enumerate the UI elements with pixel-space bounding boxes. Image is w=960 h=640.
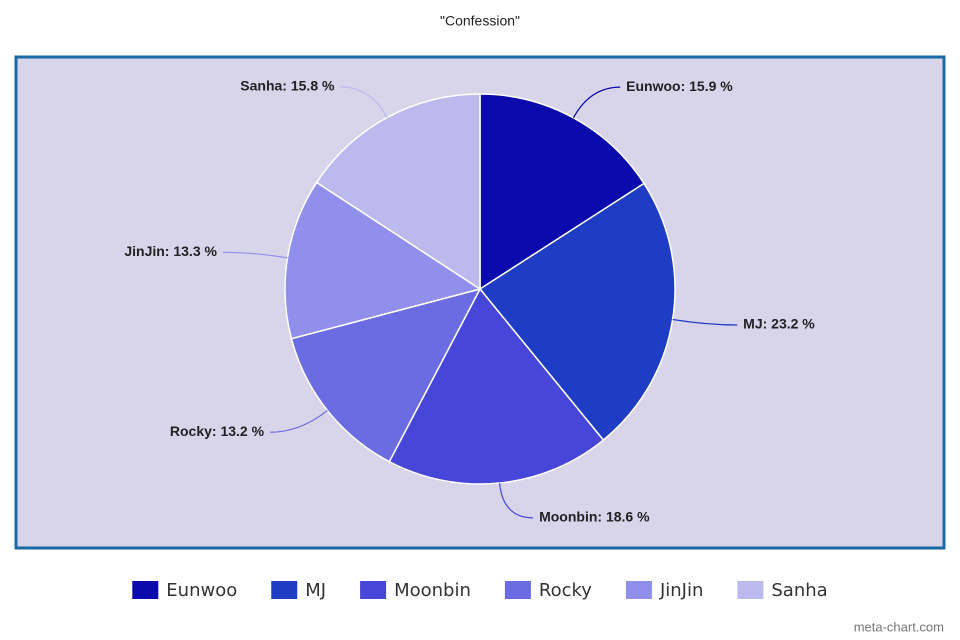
data-label: Rocky: 13.2 % [170,423,265,439]
legend-swatch [625,581,652,599]
legend-swatch [271,581,298,599]
legend-label: Eunwoo [166,580,237,601]
leader-line [572,86,621,119]
pie-slice [284,181,482,340]
legend-swatch [504,581,531,599]
data-label: MJ: 23.2 % [743,316,815,332]
chart-title: "Confession" [440,13,520,29]
legend-label: Moonbin [394,580,471,601]
watermark: meta-chart.com [854,619,944,634]
data-label: Eunwoo: 15.9 % [626,78,733,94]
pie-slice [315,93,481,291]
leader-line [498,482,534,519]
pie-slice [290,287,482,463]
pie-slice [479,93,646,291]
data-label: Sanha: 15.8 % [240,77,335,93]
legend-swatch [132,581,159,599]
legend-swatch [737,581,764,599]
legend-swatch [360,581,387,599]
legend-label: Rocky [539,580,592,601]
leader-line [340,86,388,118]
legend-label: Sanha [771,580,827,601]
legend-label: JinJin [659,580,703,601]
pie-slice [388,287,605,485]
data-label: Moonbin: 18.6 % [539,509,650,525]
pie-slice [478,182,676,442]
legend-label: MJ [305,580,326,601]
leader-line [270,409,328,433]
data-label: JinJin: 13.3 % [124,243,217,259]
leader-line [672,318,738,326]
leader-line [222,251,288,259]
